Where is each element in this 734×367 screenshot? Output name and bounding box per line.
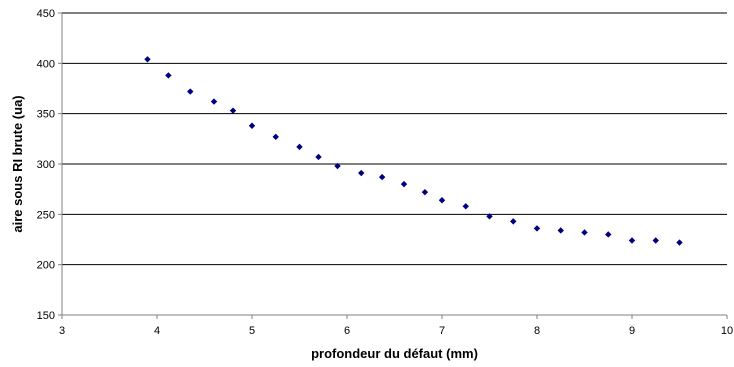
data-point bbox=[628, 237, 636, 244]
data-point bbox=[462, 203, 469, 210]
y-tick-label: 300 bbox=[37, 159, 55, 171]
data-point bbox=[165, 72, 172, 79]
y-tick-label: 200 bbox=[37, 260, 55, 272]
data-point bbox=[581, 229, 588, 236]
x-tick-label: 10 bbox=[721, 325, 733, 337]
x-tick-label: 8 bbox=[534, 325, 540, 337]
data-point bbox=[229, 107, 237, 114]
data-points bbox=[144, 56, 683, 246]
x-tick-label: 7 bbox=[439, 325, 445, 337]
data-point bbox=[210, 98, 218, 105]
x-axis-title: profondeur du défaut (mm) bbox=[311, 346, 478, 361]
data-point bbox=[676, 239, 683, 246]
data-point bbox=[378, 173, 386, 181]
x-tick-label: 9 bbox=[629, 325, 635, 337]
data-point bbox=[187, 88, 194, 95]
y-tick-label: 350 bbox=[37, 109, 55, 121]
y-axis-title: aire sous RI brute (ua) bbox=[10, 95, 25, 232]
data-point bbox=[533, 225, 541, 232]
data-point bbox=[334, 162, 341, 170]
y-ticks: 150 200 250 300 350 400 450 bbox=[37, 8, 62, 322]
x-tick-label: 4 bbox=[154, 325, 160, 337]
grid-lines bbox=[62, 12, 727, 266]
data-point bbox=[400, 180, 408, 188]
data-point bbox=[510, 218, 517, 225]
y-tick-label: 250 bbox=[37, 209, 55, 221]
y-tick-label: 400 bbox=[37, 58, 55, 70]
data-point bbox=[605, 231, 612, 238]
data-point bbox=[358, 169, 365, 177]
data-point bbox=[557, 227, 564, 234]
x-ticks: 3 4 5 6 7 8 9 10 bbox=[59, 315, 733, 337]
data-point bbox=[296, 143, 303, 151]
data-point bbox=[272, 133, 279, 141]
x-tick-label: 5 bbox=[249, 325, 255, 337]
data-point bbox=[144, 56, 151, 63]
x-tick-label: 3 bbox=[59, 325, 65, 337]
data-point bbox=[438, 197, 446, 204]
y-tick-label: 150 bbox=[37, 310, 55, 322]
data-point bbox=[652, 237, 659, 244]
data-point bbox=[248, 122, 256, 129]
data-point bbox=[486, 213, 493, 220]
data-point bbox=[315, 153, 322, 161]
y-tick-label: 450 bbox=[37, 8, 55, 20]
x-tick-label: 6 bbox=[344, 325, 350, 337]
data-point bbox=[421, 188, 429, 196]
